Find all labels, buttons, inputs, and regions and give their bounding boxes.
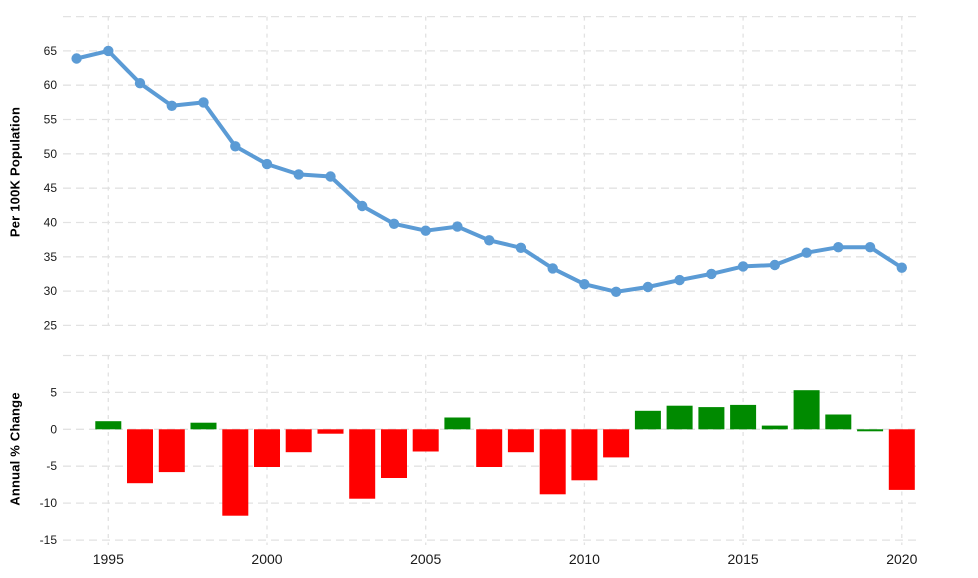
marker-1999 [230,141,241,152]
x-tick-label-2000: 2000 [251,551,282,567]
bar-2012 [634,410,661,430]
marker-2016 [769,259,780,271]
y-tick-label-top-25: 25 [44,318,58,332]
x-tick-label-2015: 2015 [728,551,759,567]
marker-2018 [833,242,844,253]
marker-2019 [864,242,876,253]
bar-1999 [222,429,249,516]
bar-2006 [444,417,471,430]
bar-2013 [666,405,693,430]
y-tick-label-top-50: 50 [44,147,58,161]
marker-1998 [198,97,209,108]
marker-2010 [579,279,590,290]
marker-2003 [357,200,368,212]
bar-2002 [317,429,344,434]
marker-1995 [103,45,114,57]
bar-2010 [571,429,598,481]
bar-2005 [412,429,439,452]
y-tick-label-bottom-0: 0 [50,422,57,436]
marker-2011 [610,286,622,297]
bar-2011 [603,429,630,458]
bar-2009 [539,429,566,495]
marker-2009 [547,263,558,274]
bar-1997 [158,429,185,473]
y-tick-label-top-30: 30 [44,284,58,298]
bar-2018 [825,414,852,430]
y-tick-label-top-40: 40 [44,216,58,230]
marker-2008 [515,242,527,253]
top-panel-ylabel: Per 100K Population [7,106,23,238]
marker-2013 [674,274,685,286]
x-tick-label-2010: 2010 [569,551,600,567]
marker-2005 [420,225,431,236]
marker-2014 [706,268,717,280]
y-tick-label-bottom-5: 5 [50,385,57,399]
marker-1997 [166,100,177,112]
x-tick-label-1995: 1995 [93,551,124,567]
marker-1994 [71,53,82,64]
bottom-panel-ylabel: Annual % Change [7,392,23,506]
marker-2020 [896,262,907,273]
marker-2015 [737,261,749,272]
bar-2020 [888,429,915,490]
bar-2008 [507,429,534,453]
bar-2014 [698,407,725,430]
bar-2017 [793,390,820,430]
y-tick-label-bottom--5: -5 [46,459,57,473]
marker-2017 [801,247,812,258]
bar-1995 [95,421,122,430]
marker-2006 [452,221,463,232]
y-tick-label-bottom--10: -10 [40,496,58,510]
bar-2015 [730,404,757,430]
line-series [74,48,904,294]
marker-2002 [325,171,336,182]
marker-2004 [388,218,400,229]
bar-2003 [349,429,376,499]
marker-1996 [134,78,146,89]
bar-2004 [381,429,407,478]
x-tick-label-2005: 2005 [410,551,441,567]
bar-2007 [476,429,503,467]
y-tick-label-bottom--15: -15 [40,533,58,547]
marker-2001 [293,169,304,180]
bar-1996 [127,429,153,484]
marker-2000 [261,158,273,170]
y-tick-label-top-60: 60 [44,78,58,92]
y-tick-label-top-55: 55 [44,113,58,127]
marker-2012 [642,281,654,293]
y-tick-label-top-65: 65 [44,44,58,58]
x-tick-label-2020: 2020 [886,551,917,567]
bar-2019 [857,429,884,432]
marker-2007 [484,235,495,246]
y-tick-label-top-45: 45 [44,181,58,195]
bar-1998 [190,422,217,430]
bar-2016 [761,425,788,430]
bar-2001 [285,429,312,453]
y-tick-label-top-35: 35 [44,250,58,264]
bar-2000 [254,429,280,467]
